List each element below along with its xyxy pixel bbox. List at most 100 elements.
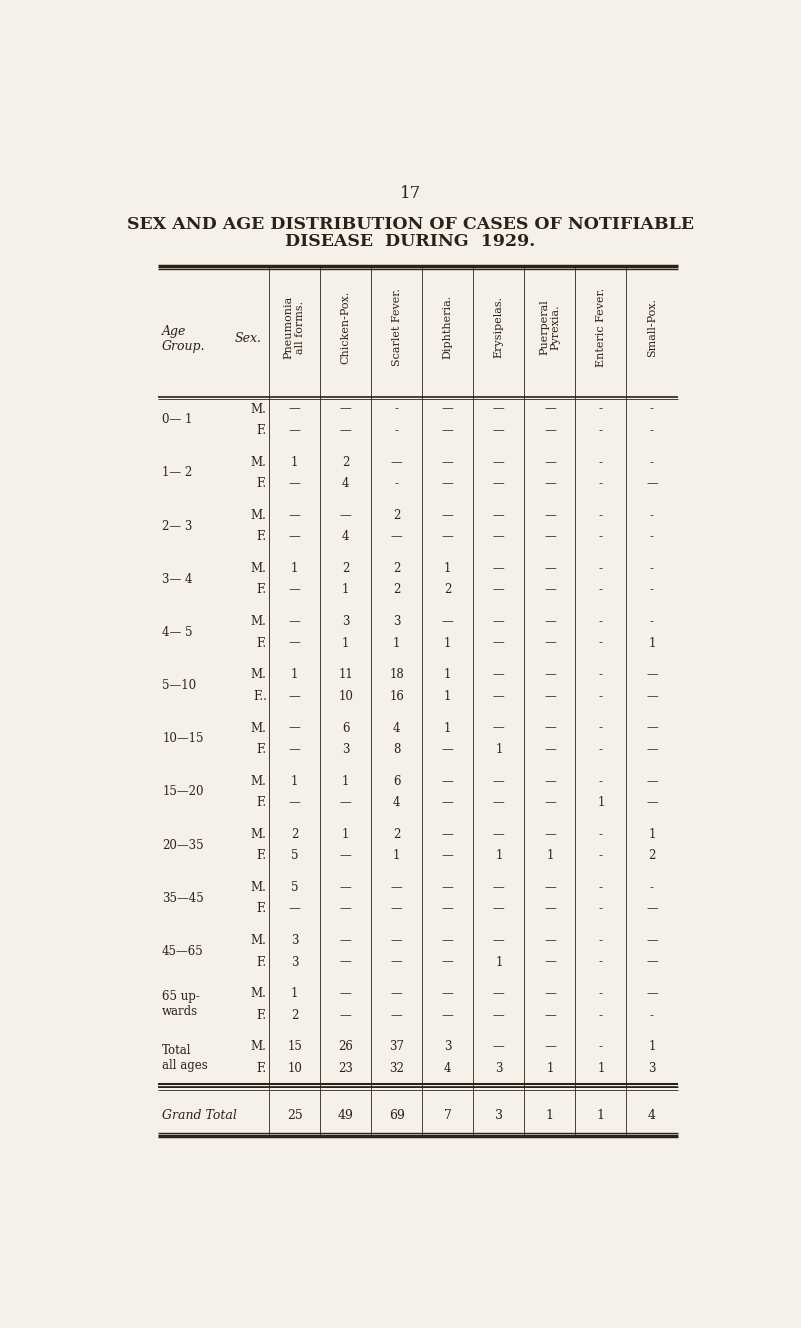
Text: 1: 1 <box>291 774 298 788</box>
Text: 1: 1 <box>444 689 452 703</box>
Text: —: — <box>288 903 300 915</box>
Text: F.: F. <box>256 849 267 862</box>
Text: —: — <box>544 509 556 522</box>
Text: —: — <box>288 530 300 543</box>
Text: —: — <box>493 402 505 416</box>
Text: —: — <box>288 424 300 437</box>
Text: M.: M. <box>251 562 267 575</box>
Text: —: — <box>544 562 556 575</box>
Text: —: — <box>442 827 453 841</box>
Text: M.: M. <box>251 402 267 416</box>
Text: 69: 69 <box>388 1109 405 1122</box>
Text: -: - <box>599 1009 603 1021</box>
Text: —: — <box>544 402 556 416</box>
Text: 3: 3 <box>291 934 298 947</box>
Text: —: — <box>493 880 505 894</box>
Text: —: — <box>340 987 352 1000</box>
Text: —: — <box>493 424 505 437</box>
Text: 2: 2 <box>648 849 656 862</box>
Text: F.: F. <box>256 903 267 915</box>
Text: —: — <box>288 615 300 628</box>
Text: 1: 1 <box>444 721 452 734</box>
Text: —: — <box>544 530 556 543</box>
Text: 3: 3 <box>342 615 349 628</box>
Text: 15: 15 <box>288 1040 302 1053</box>
Text: —: — <box>544 827 556 841</box>
Text: 45—65: 45—65 <box>162 944 204 957</box>
Text: Puerperal
Pyrexia.: Puerperal Pyrexia. <box>539 299 561 355</box>
Text: Grand Total: Grand Total <box>162 1109 237 1122</box>
Text: F.: F. <box>256 1009 267 1021</box>
Text: —: — <box>493 509 505 522</box>
Text: 4: 4 <box>444 1062 452 1074</box>
Text: -: - <box>650 424 654 437</box>
Text: —: — <box>646 934 658 947</box>
Text: —: — <box>544 956 556 968</box>
Text: —: — <box>493 689 505 703</box>
Text: DISEASE  DURING  1929.: DISEASE DURING 1929. <box>285 232 535 250</box>
Text: M.: M. <box>251 721 267 734</box>
Text: Sex.: Sex. <box>234 332 261 345</box>
Text: M.: M. <box>251 1040 267 1053</box>
Text: -: - <box>650 562 654 575</box>
Text: —: — <box>493 636 505 649</box>
Text: 6: 6 <box>393 774 400 788</box>
Text: —: — <box>646 689 658 703</box>
Text: -: - <box>599 742 603 756</box>
Text: 4: 4 <box>648 1109 656 1122</box>
Text: -: - <box>599 668 603 681</box>
Text: 4: 4 <box>393 795 400 809</box>
Text: 49: 49 <box>338 1109 353 1122</box>
Text: F.: F. <box>256 1062 267 1074</box>
Text: —: — <box>544 903 556 915</box>
Text: 3: 3 <box>393 615 400 628</box>
Text: —: — <box>493 583 505 596</box>
Text: —: — <box>288 721 300 734</box>
Text: 3: 3 <box>495 1109 503 1122</box>
Text: 26: 26 <box>338 1040 353 1053</box>
Text: 2: 2 <box>342 456 349 469</box>
Text: —: — <box>340 402 352 416</box>
Text: —: — <box>340 849 352 862</box>
Text: —: — <box>442 477 453 490</box>
Text: 5—10: 5—10 <box>162 679 196 692</box>
Text: 10: 10 <box>338 689 353 703</box>
Text: F.: F. <box>256 583 267 596</box>
Text: 1: 1 <box>648 1040 656 1053</box>
Text: -: - <box>599 1040 603 1053</box>
Text: —: — <box>288 583 300 596</box>
Text: M.: M. <box>251 827 267 841</box>
Text: —: — <box>442 530 453 543</box>
Text: —: — <box>442 956 453 968</box>
Text: —: — <box>493 530 505 543</box>
Text: F.: F. <box>256 477 267 490</box>
Text: —: — <box>442 424 453 437</box>
Text: —: — <box>340 424 352 437</box>
Text: —: — <box>544 456 556 469</box>
Text: Erysipelas.: Erysipelas. <box>493 296 504 359</box>
Text: —: — <box>391 880 403 894</box>
Text: 1: 1 <box>342 774 349 788</box>
Text: M.: M. <box>251 987 267 1000</box>
Text: 1: 1 <box>291 668 298 681</box>
Text: 1: 1 <box>444 636 452 649</box>
Text: —: — <box>442 849 453 862</box>
Text: —: — <box>493 1040 505 1053</box>
Text: —: — <box>391 956 403 968</box>
Text: 1: 1 <box>291 562 298 575</box>
Text: 1: 1 <box>342 827 349 841</box>
Text: —: — <box>646 721 658 734</box>
Text: 3: 3 <box>648 1062 656 1074</box>
Text: —: — <box>544 583 556 596</box>
Text: 3: 3 <box>291 956 298 968</box>
Text: F.: F. <box>256 530 267 543</box>
Text: —: — <box>340 1009 352 1021</box>
Text: 2: 2 <box>393 509 400 522</box>
Text: -: - <box>599 636 603 649</box>
Text: 4: 4 <box>342 477 349 490</box>
Text: -: - <box>599 562 603 575</box>
Text: 15—20: 15—20 <box>162 785 203 798</box>
Text: 65 up-
wards: 65 up- wards <box>162 991 200 1019</box>
Text: —: — <box>442 402 453 416</box>
Text: -: - <box>599 827 603 841</box>
